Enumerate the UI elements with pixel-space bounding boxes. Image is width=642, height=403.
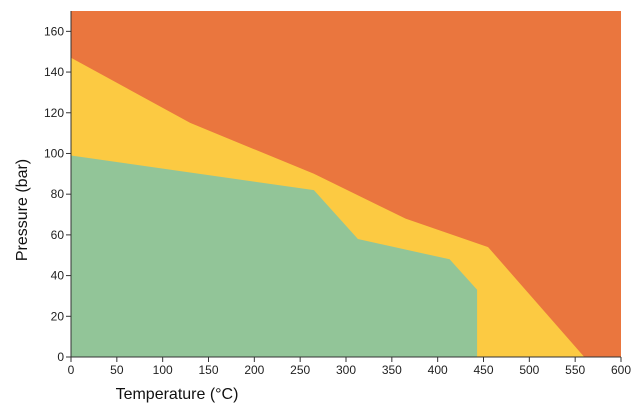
x-tick-label: 100 — [153, 363, 173, 377]
x-tick-label: 150 — [198, 363, 218, 377]
x-tick-label: 200 — [244, 363, 264, 377]
y-tick-label: 160 — [44, 24, 64, 38]
x-tick-label: 50 — [110, 363, 124, 377]
x-axis-title: Temperature (°C) — [116, 386, 239, 403]
x-tick-label: 450 — [473, 363, 493, 377]
x-tick-label: 400 — [428, 363, 448, 377]
y-tick-label: 20 — [51, 309, 65, 323]
x-tick-label: 250 — [290, 363, 310, 377]
y-axis-title: Pressure (bar) — [14, 159, 31, 261]
y-tick-label: 120 — [44, 106, 64, 120]
y-tick-label: 100 — [44, 146, 64, 160]
y-tick-label: 140 — [44, 65, 64, 79]
x-tick-label: 550 — [565, 363, 585, 377]
chart-axes: 0 20 40 60 80 100 120 140 160 0 50 100 150 200 250 300 3… — [44, 11, 631, 377]
x-tick-label: 350 — [382, 363, 402, 377]
x-tick-label: 0 — [68, 363, 75, 377]
chart-regions — [71, 11, 621, 358]
y-tick-label: 80 — [51, 187, 65, 201]
y-tick-label: 40 — [51, 269, 65, 283]
x-tick-label: 500 — [519, 363, 539, 377]
x-tick-label: 600 — [611, 363, 631, 377]
region-green — [71, 155, 478, 357]
x-tick-label: 300 — [336, 363, 356, 377]
y-tick-label: 60 — [51, 228, 65, 242]
y-tick-label: 0 — [57, 350, 64, 364]
